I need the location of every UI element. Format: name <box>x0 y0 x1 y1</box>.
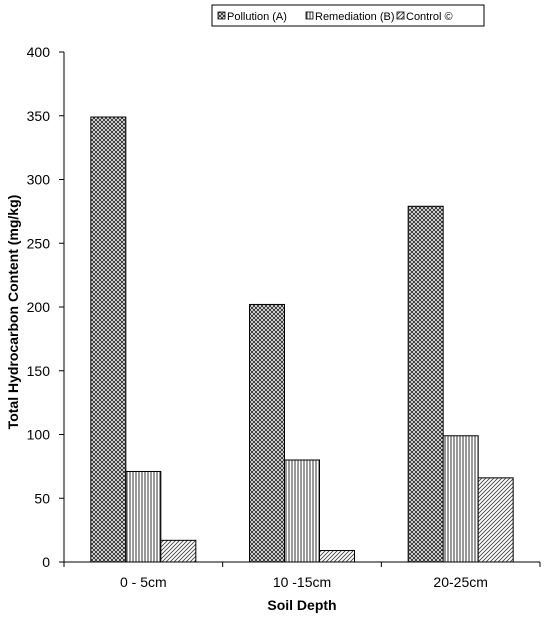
legend-swatch <box>217 11 226 20</box>
bar-crosshatch <box>407 205 444 563</box>
x-tick-label: 20-25cm <box>433 574 487 590</box>
bar-vertical-lines <box>125 470 162 563</box>
y-tick-label: 200 <box>27 299 51 315</box>
y-tick-label: 350 <box>27 108 51 124</box>
x-axis-title: Soil Depth <box>267 597 336 613</box>
legend-box <box>211 4 485 27</box>
legend-swatch <box>396 11 405 20</box>
bar-vertical-lines <box>284 459 320 563</box>
y-tick-label: 300 <box>27 172 51 188</box>
bar-diagonal-lines <box>160 539 197 563</box>
y-tick-label: 50 <box>34 490 50 506</box>
y-tick-label: 0 <box>42 554 50 570</box>
y-axis: 0 50 100 150 200 250 300 350 400 <box>27 44 65 570</box>
bar-crosshatch <box>249 303 285 563</box>
x-tick-label: 0 - 5cm <box>120 574 167 590</box>
bar-vertical-lines <box>442 435 479 563</box>
y-tick-label: 400 <box>27 44 51 60</box>
legend-label: Remediation (B) <box>315 11 394 23</box>
y-tick-label: 250 <box>27 235 51 251</box>
bars-group <box>90 116 514 563</box>
chart-legend: Pollution (A) Remediation (B) Control © <box>211 4 485 27</box>
legend-label: Control © <box>406 11 453 23</box>
y-tick-label: 150 <box>27 363 51 379</box>
bar-diagonal-lines <box>477 477 514 563</box>
bar-crosshatch <box>90 116 127 563</box>
y-axis-title: Total Hydrocarbon Content (mg/kg) <box>5 195 21 430</box>
x-tick-label: 10 -15cm <box>273 574 331 590</box>
y-tick-label: 100 <box>27 427 51 443</box>
bar-diagonal-lines <box>319 550 355 563</box>
x-axis: 0 - 5cm 10 -15cm 20-25cm <box>63 561 541 590</box>
legend-label: Pollution (A) <box>227 11 287 23</box>
legend-swatch <box>305 11 314 20</box>
